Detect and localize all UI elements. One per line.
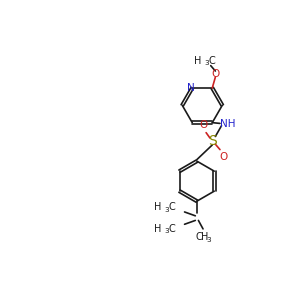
Text: N: N — [187, 83, 195, 93]
Text: C: C — [208, 56, 215, 66]
Text: C: C — [168, 224, 175, 234]
Text: H: H — [194, 56, 202, 66]
Text: O: O — [199, 120, 207, 130]
Text: H: H — [201, 232, 208, 242]
Text: O: O — [219, 152, 227, 162]
Text: 3: 3 — [164, 207, 169, 213]
Text: C: C — [168, 202, 175, 212]
Text: O: O — [211, 69, 220, 79]
Text: NH: NH — [220, 119, 236, 129]
Text: 3: 3 — [205, 60, 209, 66]
Text: H: H — [154, 224, 161, 234]
Text: S: S — [208, 134, 217, 148]
Text: H: H — [154, 202, 161, 212]
Text: C: C — [195, 232, 202, 242]
Text: 3: 3 — [164, 228, 169, 234]
Text: 3: 3 — [207, 237, 211, 243]
